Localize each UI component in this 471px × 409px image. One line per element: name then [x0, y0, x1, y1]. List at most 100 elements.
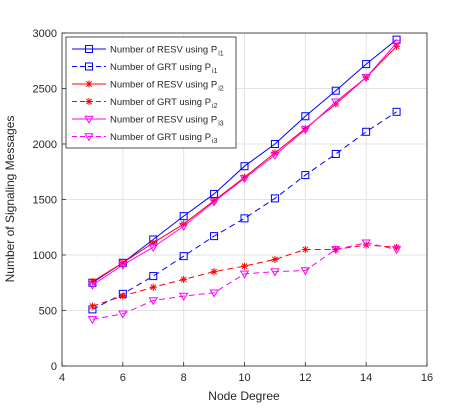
data-point-marker	[241, 173, 248, 181]
data-point-marker	[332, 245, 340, 253]
y-tick-label: 2500	[33, 84, 57, 96]
data-point-marker	[361, 74, 371, 83]
data-point-marker	[301, 112, 310, 121]
data-point-marker	[149, 272, 158, 281]
data-point-marker	[240, 162, 249, 171]
legend: Number of RESV using Pi1 Number of GRT us…	[65, 36, 237, 149]
data-point-marker	[178, 222, 189, 231]
legend-marker	[85, 80, 93, 88]
y-tick-label: 1500	[33, 195, 57, 207]
legend-entry: Number of RESV using Pi1	[72, 45, 224, 58]
data-point-marker	[149, 239, 157, 247]
data-point-marker	[391, 39, 402, 48]
legend-label-subscript: i2	[218, 86, 224, 93]
axes: 4 6 8 10 12 14 16 0 500 1000 1500 2000 2500 3000	[33, 28, 434, 384]
data-point-marker	[332, 100, 340, 108]
series-line	[92, 244, 397, 307]
data-point-marker	[271, 149, 279, 157]
data-point-marker	[209, 198, 219, 207]
data-point-marker	[179, 212, 188, 221]
series-5	[87, 39, 402, 290]
legend-label: Number of RESV using Pi3	[110, 115, 224, 128]
data-point-marker	[301, 245, 309, 253]
y-tick-label: 0	[51, 361, 57, 373]
y-tick-label: 3000	[33, 28, 57, 40]
legend-label: Number of RESV using Pi2	[110, 80, 224, 93]
data-point-marker	[331, 246, 341, 255]
data-point-marker	[210, 197, 218, 205]
data-point-marker	[300, 267, 311, 276]
data-point-marker	[87, 281, 98, 290]
data-point-marker	[180, 220, 188, 228]
data-point-marker	[392, 107, 401, 116]
legend-label-subscript: i1	[212, 68, 218, 75]
x-tick-label: 4	[59, 372, 65, 384]
data-point-marker	[270, 268, 280, 277]
legend-label-subscript: i3	[218, 121, 224, 128]
series-2	[88, 107, 401, 314]
series-line	[92, 111, 397, 310]
legend-label: Number of GRT using Pi3	[110, 132, 218, 145]
legend-marker	[85, 98, 93, 105]
data-point-marker	[331, 86, 340, 95]
data-point-marker	[361, 239, 371, 248]
y-tick-label: 1000	[33, 250, 57, 262]
data-point-marker	[179, 252, 188, 261]
y-axis-label: Number of Signaling Messages	[3, 116, 17, 283]
data-point-marker	[270, 140, 279, 148]
series-line	[92, 39, 397, 284]
data-point-marker	[118, 261, 128, 270]
data-point-marker	[362, 241, 370, 249]
data-point-marker	[119, 259, 127, 267]
legend-label: Number of GRT using Pi2	[110, 97, 218, 110]
data-point-marker	[180, 275, 188, 283]
series-4	[88, 241, 401, 310]
data-point-marker	[271, 255, 279, 263]
x-tick-label: 10	[238, 372, 250, 384]
data-point-marker	[149, 283, 157, 291]
legend-box	[65, 36, 237, 149]
legend-marker	[84, 115, 94, 124]
data-point-marker	[391, 246, 402, 255]
legend-entry: Number of RESV using Pi3	[72, 115, 224, 128]
data-point-marker	[301, 171, 310, 180]
data-point-marker	[239, 270, 250, 279]
data-point-marker	[331, 98, 341, 107]
data-point-marker	[301, 124, 309, 132]
legend-entry: Number of GRT using Pi2	[72, 97, 218, 110]
data-point-marker	[362, 60, 371, 69]
data-point-marker	[88, 302, 96, 310]
data-point-marker	[239, 175, 250, 184]
x-tick-label: 6	[120, 372, 126, 384]
legend-label-subscript: i3	[212, 138, 218, 145]
data-point-marker	[148, 243, 158, 253]
data-point-marker	[362, 127, 371, 136]
x-tick-label: 16	[421, 372, 433, 384]
data-point-marker	[119, 292, 127, 300]
legend-label-subscript: i2	[212, 103, 218, 110]
x-tick-label: 14	[360, 372, 372, 384]
legend-label: Number of GRT using Pi1	[110, 62, 218, 75]
legend-marker	[85, 45, 93, 53]
data-point-marker	[118, 310, 128, 319]
x-tick-label: 8	[181, 372, 187, 384]
legend-label: Number of RESV using Pi1	[110, 45, 224, 58]
series-line	[92, 242, 397, 320]
data-point-marker	[241, 262, 248, 270]
data-point-marker	[178, 292, 189, 301]
x-axis-label: Node Degree	[208, 389, 280, 403]
legend-entry: Number of RESV using Pi2	[72, 80, 224, 93]
data-point-marker	[240, 214, 249, 223]
data-point-marker	[331, 149, 340, 158]
data-point-marker	[270, 151, 280, 160]
data-point-marker	[270, 194, 279, 203]
legend-marker	[84, 133, 94, 142]
data-point-marker	[88, 278, 96, 286]
legend-label-subscript: i1	[218, 51, 224, 58]
data-point-marker	[209, 289, 219, 298]
legend-entry: Number of GRT using Pi1	[72, 62, 218, 75]
legend-marker	[85, 62, 93, 71]
y-tick-label: 2000	[33, 139, 57, 151]
series-line	[92, 42, 397, 286]
